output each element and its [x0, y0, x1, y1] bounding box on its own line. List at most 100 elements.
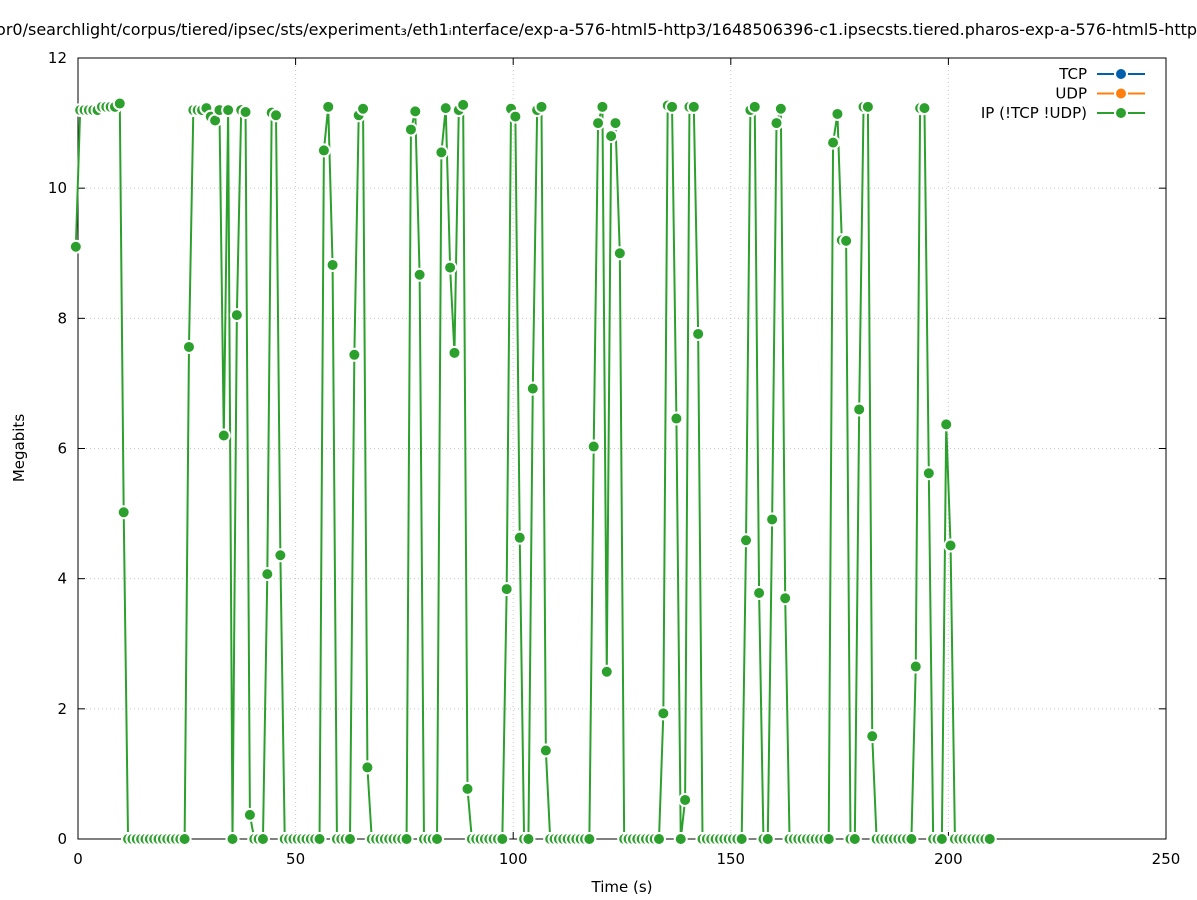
data-point: [216, 428, 231, 443]
data-point: [447, 345, 462, 360]
x-tick-label: 200: [934, 850, 963, 868]
x-tick-label: 50: [286, 850, 305, 868]
data-point: [412, 267, 427, 282]
data-point: [312, 832, 327, 846]
legend-marker: [1114, 86, 1128, 101]
data-point: [847, 832, 862, 846]
data-point: [238, 105, 253, 120]
y-tick-label: 8: [57, 309, 67, 327]
data-point: [773, 101, 788, 116]
data-point: [595, 99, 610, 114]
y-axis-label: Megabits: [10, 414, 28, 482]
data-point: [273, 548, 288, 563]
data-point: [917, 101, 932, 116]
series-layer: [68, 96, 997, 846]
data-point: [408, 104, 423, 119]
x-tick-labels: 0 50 100 150 200 250: [73, 850, 1180, 868]
data-point: [765, 512, 780, 527]
data-point: [656, 706, 671, 721]
data-point: [399, 832, 414, 846]
data-point: [839, 233, 854, 248]
data-point: [821, 832, 836, 846]
data-point: [778, 591, 793, 606]
data-point: [438, 101, 453, 116]
data-point: [943, 538, 958, 553]
data-point: [112, 96, 127, 111]
data-point: [456, 97, 471, 112]
y-tick-label: 6: [57, 440, 67, 458]
data-point: [269, 108, 284, 123]
data-point: [612, 246, 627, 261]
data-point: [316, 143, 331, 158]
data-point: [242, 807, 257, 822]
data-point: [669, 411, 684, 426]
data-point: [434, 145, 449, 160]
data-point: [321, 99, 336, 114]
data-point: [538, 743, 553, 758]
data-point: [982, 832, 997, 846]
data-point: [769, 116, 784, 131]
data-point: [403, 122, 418, 137]
data-point: [525, 381, 540, 396]
data-point: [939, 417, 954, 432]
data-point: [443, 260, 458, 275]
data-point: [604, 129, 619, 144]
x-tick-label: 150: [716, 850, 745, 868]
data-point: [826, 135, 841, 150]
data-point: [229, 308, 244, 323]
data-point: [747, 99, 762, 114]
y-tick-label: 10: [48, 179, 67, 197]
data-point: [691, 326, 706, 341]
data-point: [347, 347, 362, 362]
data-point: [325, 257, 340, 272]
data-point: [534, 99, 549, 114]
data-point: [908, 659, 923, 674]
data-point: [665, 99, 680, 114]
legend-label: UDP: [1055, 85, 1087, 103]
data-point: [678, 792, 693, 807]
y-tick-label: 12: [48, 49, 67, 67]
x-axis-label: Time (s): [591, 878, 653, 896]
data-point: [865, 729, 880, 744]
legend-marker: [1114, 67, 1128, 81]
data-point: [852, 402, 867, 417]
data-point: [181, 339, 196, 354]
y-tick-label: 4: [57, 570, 67, 588]
series-line: [74, 101, 990, 840]
data-point: [752, 585, 767, 600]
legend-marker: [1114, 106, 1128, 120]
data-point: [921, 466, 936, 481]
data-point: [116, 505, 131, 520]
legend-label: IP (!TCP !UDP): [981, 104, 1087, 122]
data-point: [356, 101, 371, 116]
data-point: [512, 530, 527, 545]
data-point: [177, 832, 192, 846]
data-point: [499, 582, 514, 597]
series-group: [68, 96, 997, 846]
data-point: [360, 760, 375, 775]
data-point: [582, 832, 597, 846]
data-point: [734, 832, 749, 846]
y-tick-labels: 0 2 4 6 8 10 12: [48, 49, 67, 848]
x-tick-label: 250: [1152, 850, 1181, 868]
data-point: [343, 832, 357, 846]
data-point: [521, 832, 536, 846]
data-point: [608, 116, 623, 131]
chart-title: tor0/searchlight/corpus/tiered/ipsec/sts…: [0, 20, 1197, 39]
data-point: [460, 781, 475, 796]
y-tick-label: 0: [57, 830, 67, 848]
data-point: [508, 109, 523, 124]
data-point: [260, 567, 275, 582]
data-point: [586, 439, 601, 454]
data-point: [760, 832, 775, 846]
data-point: [673, 832, 688, 846]
legend-label: TCP: [1058, 65, 1087, 83]
data-point: [495, 832, 510, 846]
data-point: [255, 832, 270, 846]
data-point: [591, 116, 606, 131]
data-point: [68, 239, 83, 254]
data-point: [860, 99, 875, 114]
data-point: [739, 533, 754, 548]
data-point: [430, 832, 445, 846]
